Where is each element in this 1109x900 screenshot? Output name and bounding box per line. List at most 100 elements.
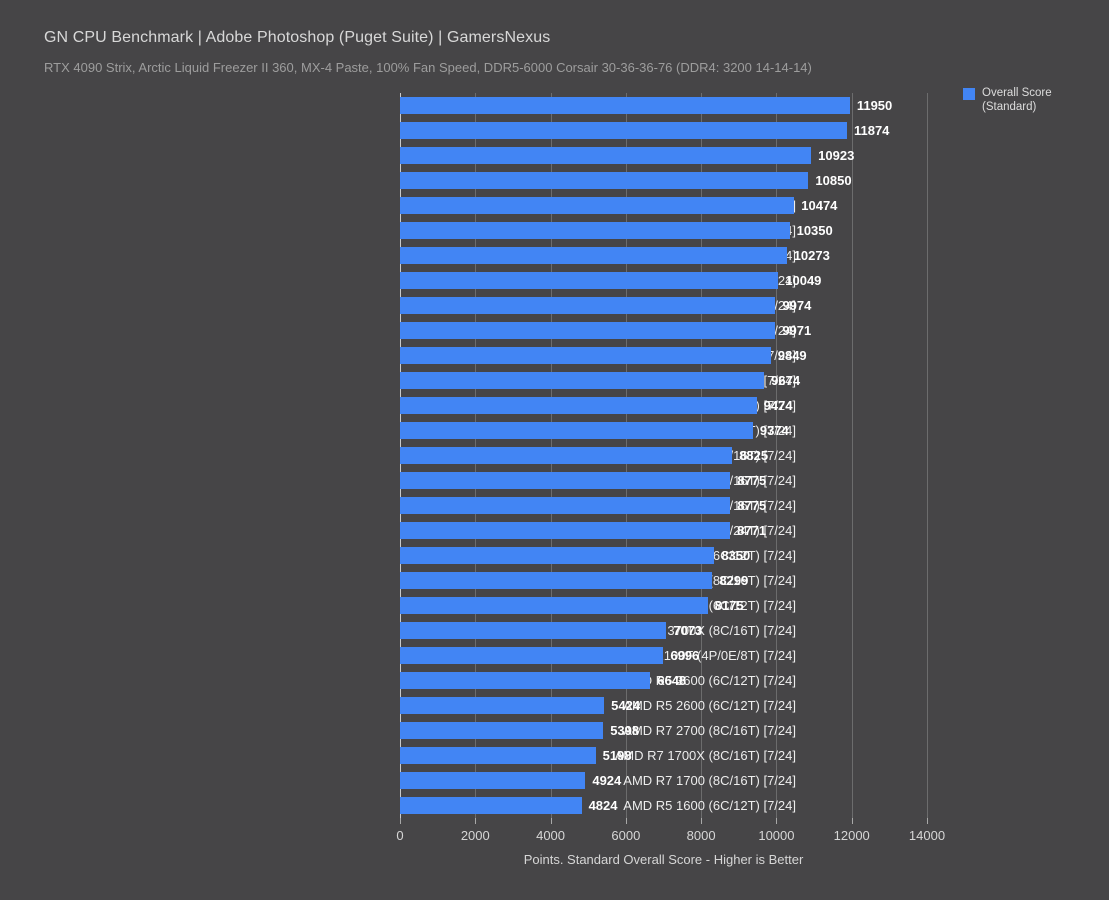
bar (400, 347, 771, 364)
x-tick-mark-2000 (475, 818, 477, 824)
bar-value-label: 7073 (673, 623, 703, 638)
bar-row: AMD R7 5700X3D (8C/16T) [7/24]8299 (400, 568, 927, 593)
x-tick-mark-12000 (851, 818, 853, 824)
bar-value-label: 8299 (719, 573, 749, 588)
bar-value-label: 9474 (763, 398, 793, 413)
bar-row: AMD R5 2600 (6C/12T) [7/24] 5424 (400, 693, 927, 718)
x-tick-label-4000: 4000 (536, 828, 566, 843)
bar-row: AMD R7 1700X (8C/16T) [7/24] 5198 (400, 743, 927, 768)
bar-value-label: 4924 (592, 773, 622, 788)
bar-row: AMD R7 5800X (8C/16T) [7/24]8775 (400, 468, 927, 493)
bar (400, 297, 776, 314)
x-tick-label-8000: 8000 (686, 828, 716, 843)
bar-value-label: 8771 (737, 523, 767, 538)
x-tick-mark-14000 (927, 818, 928, 824)
bar-row: AMD R5 5600X3D (6C/12T) [7/24]8350 (400, 543, 927, 568)
bar-value-label: 8175 (714, 598, 744, 613)
x-tick-mark-10000 (776, 818, 778, 824)
x-tick-label-14000: 14000 (908, 828, 946, 843)
bar-row: Intel i9-12900K (8P/8E/24T) [7/24]9374 (400, 418, 927, 443)
bar (400, 447, 733, 464)
legend-label-line1: Overall Score (982, 87, 1052, 99)
bar-value-label: 9849 (777, 348, 807, 363)
gridline-14000 (927, 93, 928, 818)
bar (400, 547, 715, 564)
bar (400, 122, 847, 139)
bar-value-label: 9674 (771, 373, 801, 388)
bar-value-label: 4824 (588, 798, 618, 813)
bar-value-label: 6648 (657, 673, 687, 688)
bar-value-label: 11950 (856, 98, 893, 113)
bar (400, 697, 605, 714)
bar (400, 272, 779, 289)
bar-row: AMD R7 3700X (8C/16T) [7/24] 7073 (400, 618, 927, 643)
bar (400, 622, 667, 639)
category-label: AMD R7 2700 (8C/16T) [7/24] (623, 723, 796, 738)
bar-row: AMD R5 1600 (6C/12T) [7/24] 4824 (400, 793, 927, 818)
bar-value-label: 5398 (610, 723, 640, 738)
x-axis-title: Points. Standard Overall Score - Higher … (523, 852, 804, 867)
bar-value-label: 5198 (602, 748, 632, 763)
bar-value-label: 9971 (782, 323, 812, 338)
x-tick-label-12000: 12000 (833, 828, 870, 843)
bar (400, 172, 809, 189)
bar-row: AMD R9 5900X (12C/24T) [7/24]8771 (400, 518, 927, 543)
gridline-10000 (776, 93, 778, 818)
bar (400, 372, 765, 389)
bar (400, 147, 812, 164)
bar-row: AMD R9 7950X (16C/32T) [7/24]10923 (400, 143, 927, 168)
bar-value-label: 11874 (853, 123, 890, 138)
bar-row: AMD R7 9700X (8C/16T) DDR5-6400 [7/24]11… (400, 118, 927, 143)
bar-value-label: 9374 (759, 423, 789, 438)
bar (400, 597, 708, 614)
category-label: AMD R5 2600 (6C/12T) [7/24] (623, 698, 796, 713)
bar (400, 747, 596, 764)
x-tick-mark-0 (400, 818, 401, 824)
bar (400, 97, 850, 114)
bar-value-label: 6996 (670, 648, 700, 663)
bar-row: Intel i3-12100F (4P/0E/8T) [7/24] 6996 (400, 643, 927, 668)
category-label: AMD R5 3600 (6C/12T) [7/24] (623, 673, 796, 688)
bar (400, 797, 582, 814)
bar-row: AMD R7 7700X (8C/16T) [7/24]10850 (400, 168, 927, 193)
bar (400, 772, 586, 789)
bar (400, 722, 604, 739)
x-axis: 0 2000 4000 6000 8000 10000 12000 14000 (396, 818, 945, 858)
bar-row: Intel i5-12600K (6P/4E/16T) [7/24]8775 (400, 493, 927, 518)
x-tick-label-2000: 2000 (460, 828, 490, 843)
bar-row: AMD R7 9700X (8C/16T) Lexar 6000 [8/24]1… (400, 93, 927, 118)
bar-row: Intel i5-13600K (6P/8E/20T) [7/24]9474 (400, 393, 927, 418)
bar-row: AMD R7 7800X3D (8C/16T) [7/24]10474 (400, 193, 927, 218)
bar (400, 222, 790, 239)
x-tick-mark-8000 (701, 818, 703, 824)
bar-row: Intel i9-14900K (8P/16E/32T) [7/24]10049 (400, 268, 927, 293)
legend: Overall Score (Standard) (963, 86, 1052, 114)
bar-value-label: 9974 (782, 298, 812, 313)
bar-row: Intel i5-14600K (6P/8E/20T) [7/24]9674 (400, 368, 927, 393)
bar-value-label: 8775 (737, 498, 767, 513)
bar (400, 472, 731, 489)
bar-row: AMD R5 3600 (6C/12T) [7/24] 6648 (400, 668, 927, 693)
bar-value-label: 10350 (796, 223, 833, 238)
bar-row: AMD R5 5600X (6C/12T) [7/24]8175 (400, 593, 927, 618)
gridline-12000 (851, 93, 853, 818)
bar-row: AMD R7 1700 (8C/16T) [7/24] 4924 (400, 768, 927, 793)
bar (400, 322, 776, 339)
bar (400, 522, 731, 539)
bar-row: Intel i9-13900K (8P/16E/32T) [7/24]9974 (400, 293, 927, 318)
bar-row: AMD R7 5800X3D (8C/16T) [7/24]8825 (400, 443, 927, 468)
x-tick-label-10000: 10000 (758, 828, 795, 843)
x-tick-mark-4000 (550, 818, 552, 824)
bar-row: Intel i7-14700K (8P/12E/28T) [7/24]9971 (400, 318, 927, 343)
x-tick-mark-6000 (625, 818, 627, 824)
bar-value-label: 10923 (818, 148, 855, 163)
bar (400, 247, 787, 264)
x-tick-label-6000: 6000 (611, 828, 641, 843)
bar-value-label: 10850 (815, 173, 852, 188)
bar (400, 422, 753, 439)
legend-label-line2: (Standard) (982, 101, 1037, 113)
category-label: AMD R5 1600 (6C/12T) [7/24] (623, 798, 796, 813)
legend-swatch-overall-score (963, 88, 975, 100)
bar-value-label: 5424 (611, 698, 641, 713)
bar-value-label: 10049 (785, 273, 822, 288)
